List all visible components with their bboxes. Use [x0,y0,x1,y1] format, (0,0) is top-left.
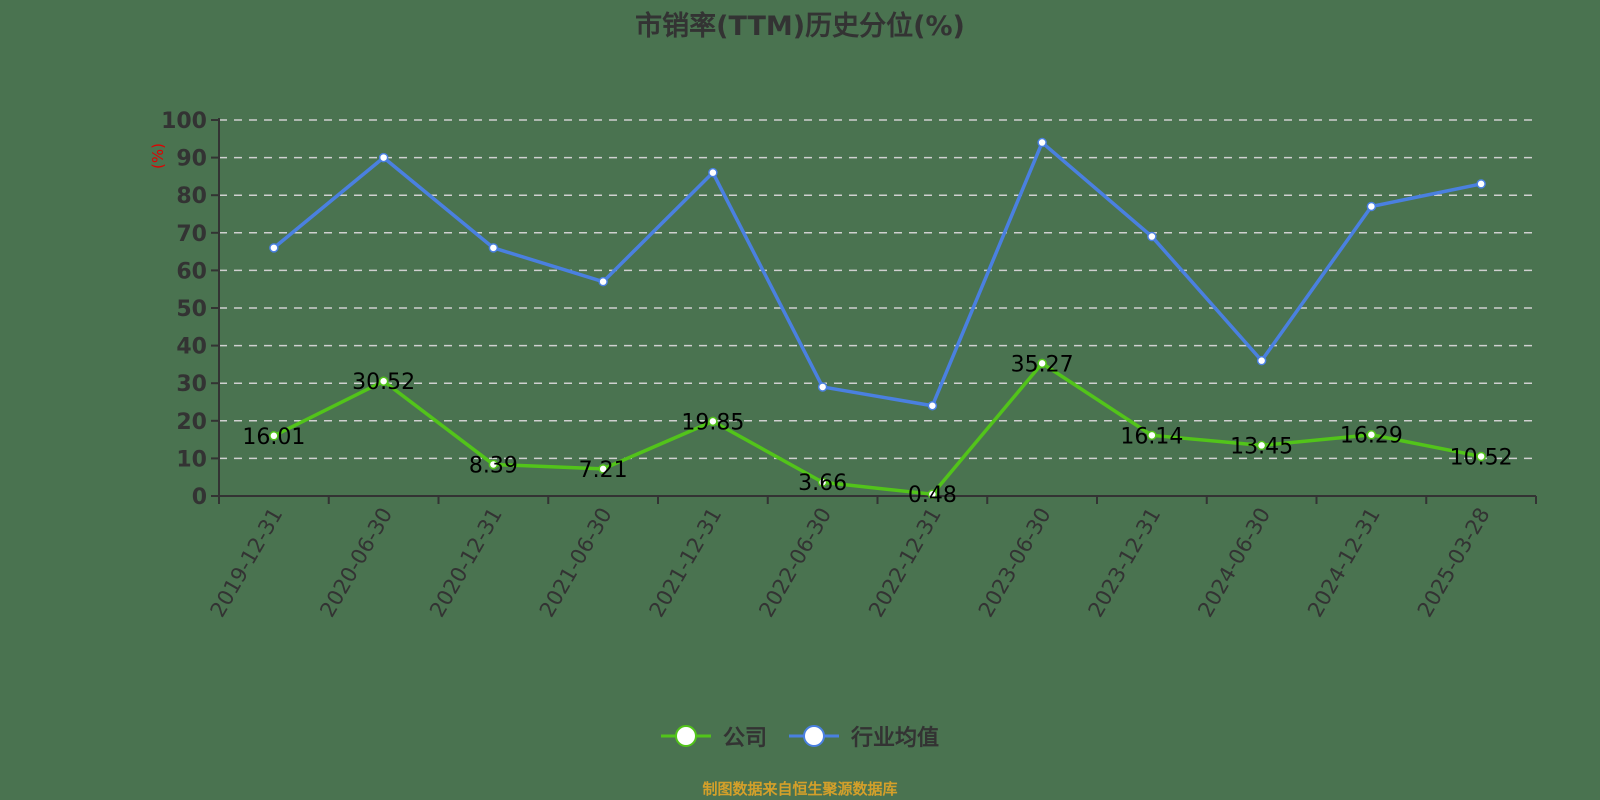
data-label: 30.52 [352,370,415,395]
data-point[interactable] [1147,430,1157,441]
data-labels: 16.01 30.52 8.39 7.21 19.85 3.66 0.48 35.27 16.1… [242,352,1512,508]
y-tick-label: 50 [176,297,207,322]
data-point[interactable] [378,152,389,163]
data-point[interactable] [927,401,938,411]
y-tick-label: 80 [176,184,207,209]
data-point[interactable] [708,416,718,427]
data-point[interactable] [269,431,279,441]
data-point[interactable] [488,459,499,470]
axes: 0 10 20 30 40 50 60 70 80 90 100 (%) 2019-12-31 2020-… [149,109,1537,622]
y-tick-label: 100 [161,109,207,134]
legend-item-industry-average[interactable]: 行业均值 [789,720,939,752]
data-point[interactable] [708,167,718,178]
data-point[interactable] [598,464,608,474]
x-tick-label: 2021-06-30 [535,504,617,622]
data-label: 7.21 [579,458,628,483]
y-tick-label: 10 [176,447,207,472]
data-point[interactable] [269,243,279,253]
data-label: 16.29 [1340,424,1403,449]
data-point[interactable] [598,276,608,287]
x-tick-label: 2024-06-30 [1193,504,1275,622]
x-tick-label: 2020-06-30 [315,504,397,622]
x-tick-label: 2023-06-30 [974,504,1056,622]
data-point[interactable] [927,489,938,499]
data-point[interactable] [1256,440,1267,451]
y-tick-label: 30 [176,372,207,397]
data-label: 19.85 [681,410,744,435]
x-tick-label: 2022-06-30 [754,504,836,622]
data-label: 10.52 [1450,445,1513,470]
data-point[interactable] [1366,429,1377,440]
y-tick-label: 60 [176,259,207,284]
data-point[interactable] [1037,358,1047,369]
data-label: 13.45 [1230,434,1293,459]
data-label: 3.66 [798,471,847,496]
legend-marker-company-icon [660,725,711,747]
x-tick-label: 2025-03-28 [1413,504,1495,622]
chart-title: 市销率(TTM)历史分位(%) [635,11,965,42]
x-tick-label: 2024-12-31 [1303,504,1385,622]
x-tick-label: 2022-12-31 [864,504,946,622]
legend-label-industry-average: 行业均值 [851,726,940,751]
data-point[interactable] [817,477,828,487]
data-point[interactable] [1366,201,1377,212]
legend-label-company: 公司 [722,726,767,751]
series-line [272,140,1482,408]
y-axis-unit: (%) [149,143,167,169]
data-label: 8.39 [469,453,518,478]
x-tick-label: 2020-12-31 [425,504,507,622]
data-point[interactable] [817,382,828,392]
data-label: 16.01 [242,425,305,450]
y-tick-label: 70 [176,222,207,247]
y-tick-label: 40 [176,335,207,360]
data-label: 0.48 [908,483,957,508]
y-tick-label: 20 [176,410,207,435]
x-tick-label: 2023-12-31 [1084,504,1166,622]
data-point[interactable] [378,376,389,386]
data-label: 35.27 [1011,352,1074,377]
data-point[interactable] [1476,179,1486,189]
data-point[interactable] [1256,355,1267,366]
legend-marker-industry-icon [789,725,839,747]
data-source-note: 制图数据来自恒生聚源数据库 [702,780,898,798]
legend-item-company[interactable]: 公司 [660,720,767,752]
data-label: 16.14 [1120,424,1183,449]
gridlines [219,119,1536,460]
data-point[interactable] [1147,231,1157,242]
legend: 公司 行业均值 [0,720,1600,752]
data-point[interactable] [1037,137,1047,148]
data-point[interactable] [1476,451,1486,462]
x-tick-label: 2021-12-31 [645,504,727,622]
data-point[interactable] [488,243,499,253]
y-tick-label: 0 [192,485,207,510]
series-lines [269,137,1486,499]
x-tick-label: 2019-12-31 [206,504,288,622]
series-line [273,361,1482,496]
y-tick-label: 90 [176,147,207,172]
